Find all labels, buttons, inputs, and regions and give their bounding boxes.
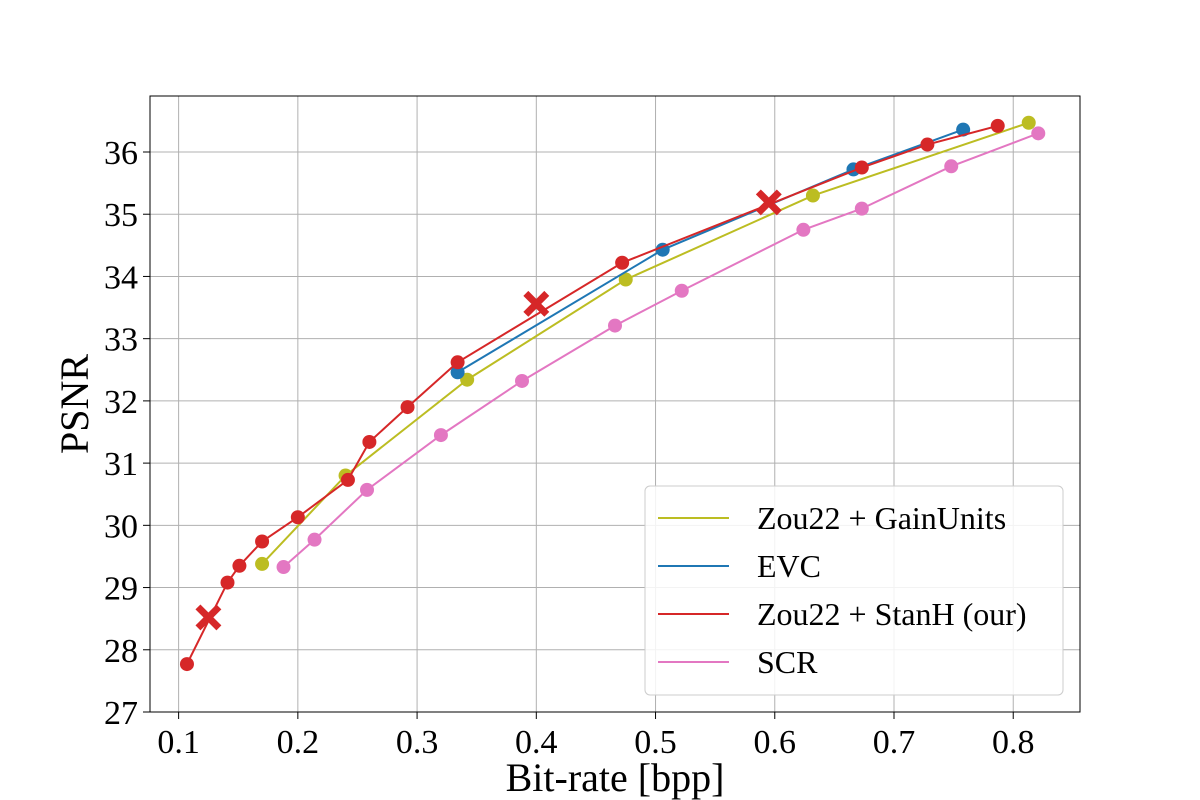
data-point: [944, 159, 959, 174]
data-point: [276, 560, 291, 575]
data-point: [515, 373, 529, 388]
data-point: [920, 137, 935, 152]
data-point: [460, 372, 475, 387]
y-tick-label: 27: [104, 695, 138, 732]
x-marker-stroke: [195, 604, 222, 631]
data-point: [805, 188, 820, 203]
data-point: [307, 532, 322, 547]
data-point: [854, 201, 869, 216]
series-layer: [179, 115, 1046, 672]
y-tick-label: 33: [104, 322, 138, 359]
data-point: [674, 283, 689, 298]
legend-item: SCR: [658, 644, 818, 680]
y-tick-label: 28: [104, 633, 138, 670]
x-marker-stroke: [523, 290, 550, 317]
x-marker: [195, 604, 222, 631]
x-tick-label: 0.4: [515, 724, 558, 761]
legend-item: Zou22 + GainUnits: [658, 500, 1006, 536]
legend: Zou22 + GainUnits EVC Zou22 + StanH (our) S…: [644, 485, 1064, 696]
legend-box: [644, 485, 1064, 696]
highlight-markers: [195, 189, 782, 631]
y-tick-label: 29: [104, 571, 138, 608]
series: [179, 118, 1005, 672]
data-point: [608, 318, 622, 333]
x-marker-stroke: [755, 189, 782, 216]
x-marker: [523, 290, 550, 317]
legend-item: EVC: [658, 548, 821, 584]
data-point: [796, 222, 811, 237]
y-tick-label: 31: [104, 446, 138, 483]
data-point: [220, 575, 235, 590]
data-point: [360, 482, 374, 497]
legend-label: SCR: [757, 644, 818, 680]
ticks: 0.1 0.2 0.3 0.4 0.5 0.6 0.7 0.8 27 28 29 30 31 32 33 34…: [104, 135, 1034, 761]
plot-frame: [149, 95, 1081, 713]
legend-label: EVC: [757, 548, 821, 584]
data-point: [290, 510, 305, 525]
x-tick-label: 0.3: [396, 724, 439, 761]
x-tick-label: 0.5: [634, 724, 677, 761]
data-point: [854, 160, 869, 175]
series-line: [261, 121, 1030, 565]
series-line: [457, 128, 964, 374]
data-point: [615, 255, 630, 270]
x-tick-label: 0.6: [754, 724, 797, 761]
data-point: [450, 355, 465, 370]
x-tick-label: 0.8: [992, 724, 1035, 761]
y-tick-label: 36: [104, 135, 138, 172]
data-point: [990, 118, 1005, 133]
data-point: [433, 428, 448, 443]
data-point: [362, 434, 377, 449]
data-point: [255, 534, 270, 549]
data-point: [340, 472, 355, 487]
data-point: [179, 657, 194, 672]
y-tick-label: 35: [104, 197, 138, 234]
y-tick-label: 30: [104, 508, 138, 545]
legend-label: Zou22 + GainUnits: [757, 500, 1006, 536]
legend-item: Zou22 + StanH (our): [658, 596, 1027, 632]
y-tick-label: 32: [104, 384, 138, 421]
x-tick-label: 0.1: [157, 724, 200, 761]
x-tick-label: 0.7: [873, 724, 916, 761]
data-point: [1031, 126, 1046, 141]
y-axis-title: PSNR: [52, 354, 97, 454]
data-point: [255, 556, 270, 571]
legend-label: Zou22 + StanH (our): [757, 596, 1027, 632]
x-tick-label: 0.2: [277, 724, 320, 761]
data-point: [618, 272, 633, 287]
data-point: [1021, 115, 1036, 130]
series: [276, 126, 1046, 575]
data-point: [400, 400, 415, 415]
data-point: [450, 365, 465, 380]
x-marker: [755, 189, 782, 216]
x-axis-title: Bit-rate [bpp]: [506, 755, 725, 800]
data-point: [232, 558, 247, 573]
y-tick-label: 34: [104, 259, 138, 296]
